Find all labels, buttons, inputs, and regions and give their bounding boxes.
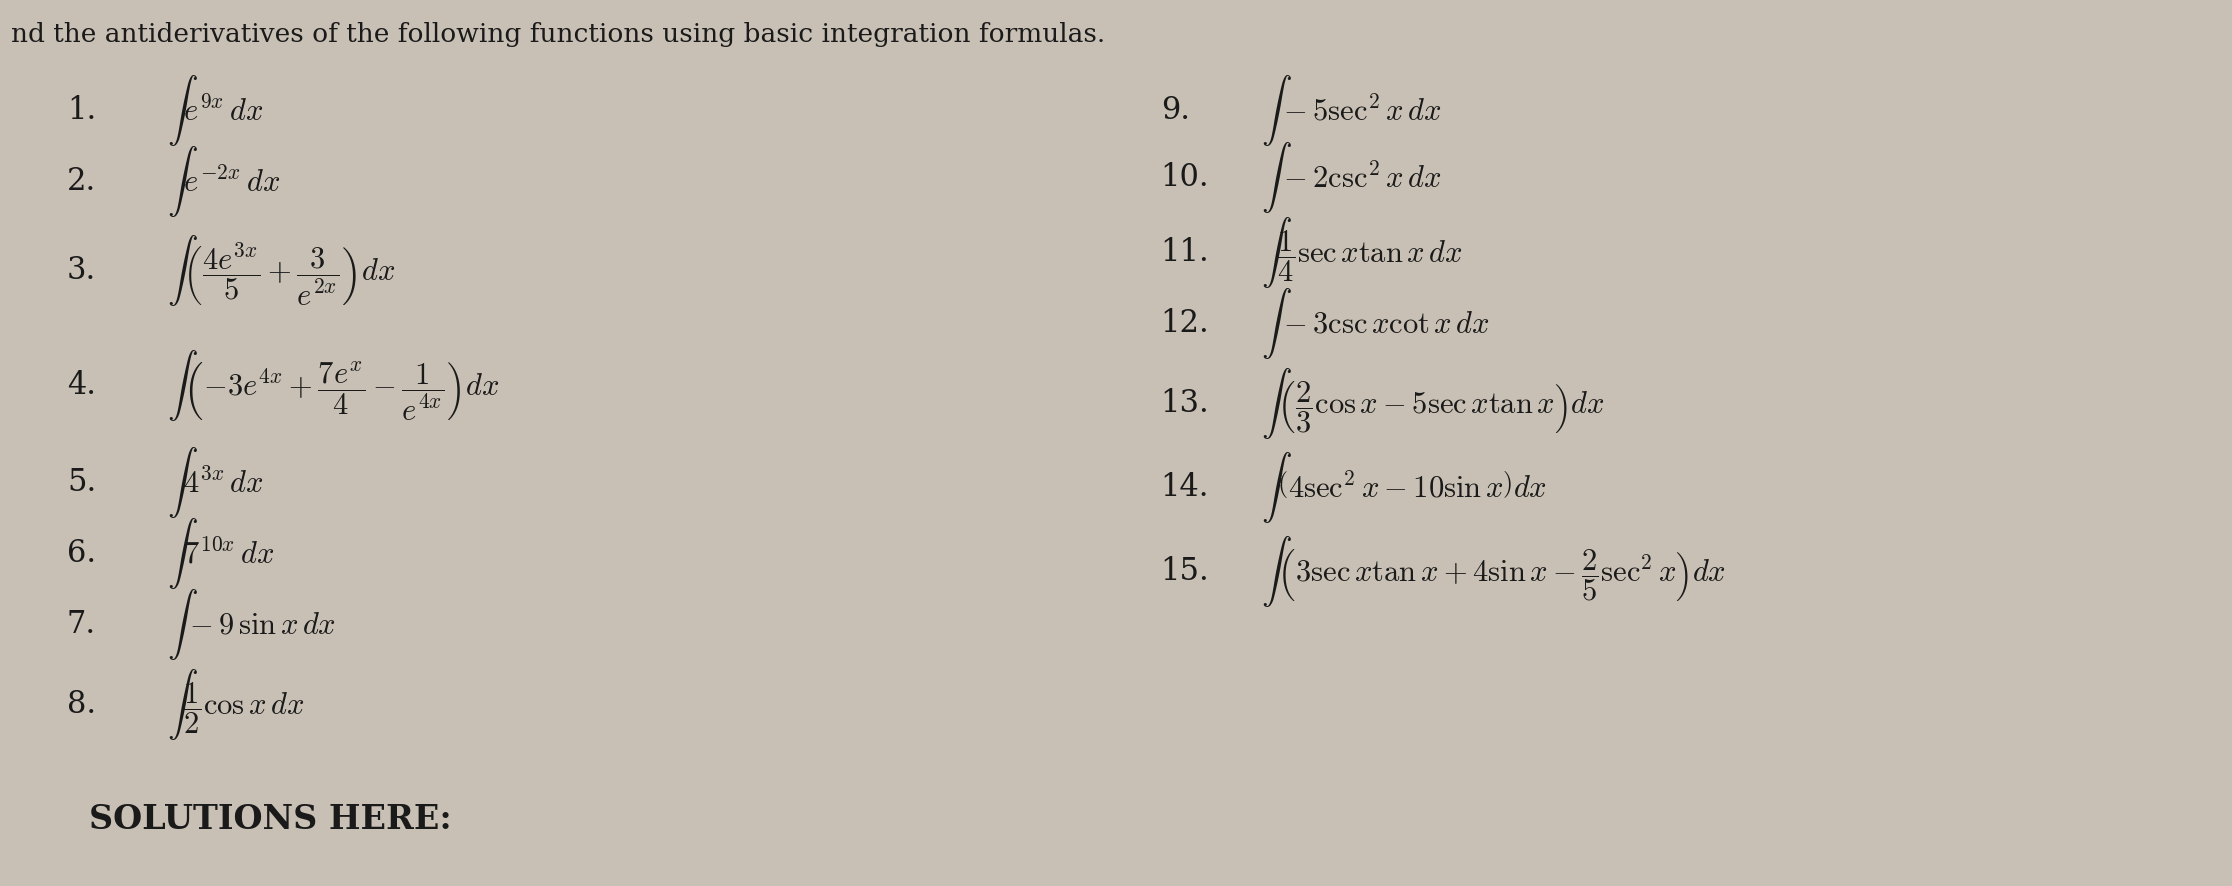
Text: 10.: 10. [1161, 162, 1210, 192]
Text: $\int \left(\dfrac{4e^{3x}}{5}+\dfrac{3}{e^{2x}}\right)dx$: $\int \left(\dfrac{4e^{3x}}{5}+\dfrac{3}… [167, 233, 395, 307]
Text: $\int \dfrac{1}{2}\cos x\,dx$: $\int \dfrac{1}{2}\cos x\,dx$ [167, 667, 306, 742]
Text: 12.: 12. [1161, 308, 1210, 338]
Text: $\int 4^{3x}\,dx$: $\int 4^{3x}\,dx$ [167, 446, 263, 520]
Text: $\int \left(3\sec x\tan x + 4\sin x - \dfrac{2}{5}\sec^2 x\right)dx$: $\int \left(3\sec x\tan x + 4\sin x - \d… [1261, 534, 1725, 609]
Text: 4.: 4. [67, 370, 96, 400]
Text: $\int -5\sec^2 x\,dx$: $\int -5\sec^2 x\,dx$ [1261, 74, 1442, 148]
Text: $\int -2\csc^2 x\,dx$: $\int -2\csc^2 x\,dx$ [1261, 140, 1442, 214]
Text: $\int \left(4\sec^2 x - 10\sin x\right)dx$: $\int \left(4\sec^2 x - 10\sin x\right)d… [1261, 450, 1547, 525]
Text: $\int \dfrac{1}{4}\sec x\tan x\,dx$: $\int \dfrac{1}{4}\sec x\tan x\,dx$ [1261, 215, 1462, 290]
Text: $\int \left(-3e^{4x}+\dfrac{7e^{x}}{4}-\dfrac{1}{e^{4x}}\right)dx$: $\int \left(-3e^{4x}+\dfrac{7e^{x}}{4}-\… [167, 348, 500, 423]
Text: $\int e^{-2x}\,dx$: $\int e^{-2x}\,dx$ [167, 144, 281, 219]
Text: 7.: 7. [67, 610, 96, 640]
Text: SOLUTIONS HERE:: SOLUTIONS HERE: [89, 803, 453, 836]
Text: 2.: 2. [67, 167, 96, 197]
Text: $\int -9\,\sin x\,dx$: $\int -9\,\sin x\,dx$ [167, 587, 337, 662]
Text: 14.: 14. [1161, 472, 1210, 502]
Text: 15.: 15. [1161, 556, 1210, 587]
Text: 6.: 6. [67, 539, 96, 569]
Text: $\int \left(\dfrac{2}{3}\cos x - 5\sec x\tan x\right)dx$: $\int \left(\dfrac{2}{3}\cos x - 5\sec x… [1261, 366, 1605, 440]
Text: nd the antiderivatives of the following functions using basic integration formul: nd the antiderivatives of the following … [11, 22, 1105, 47]
Text: $\int 7^{10x}\,dx$: $\int 7^{10x}\,dx$ [167, 517, 275, 591]
Text: 13.: 13. [1161, 388, 1210, 418]
Text: 8.: 8. [67, 689, 96, 719]
Text: 5.: 5. [67, 468, 96, 498]
Text: 11.: 11. [1161, 237, 1210, 268]
Text: 9.: 9. [1161, 96, 1190, 126]
Text: $\int -3\csc x\cot x\,dx$: $\int -3\csc x\cot x\,dx$ [1261, 286, 1491, 361]
Text: 1.: 1. [67, 96, 96, 126]
Text: 3.: 3. [67, 255, 96, 285]
Text: $\int e^{9x}\,dx$: $\int e^{9x}\,dx$ [167, 74, 263, 148]
